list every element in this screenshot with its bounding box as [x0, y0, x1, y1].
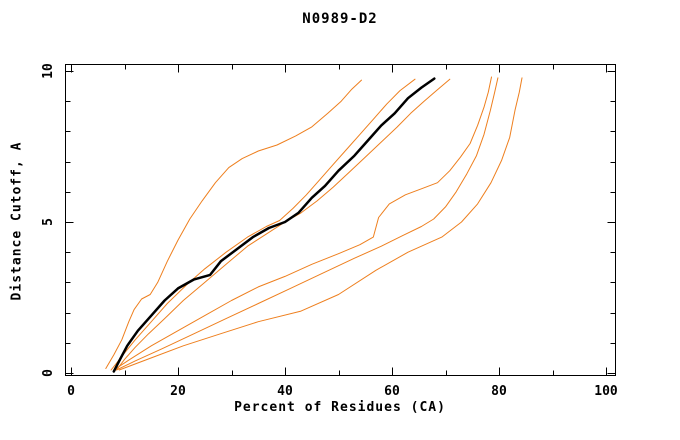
curve-orange-model-2	[110, 78, 416, 371]
x-tick-label: 20	[170, 384, 186, 399]
curve-orange-model-6	[118, 77, 523, 371]
curve-black-reference	[112, 77, 436, 373]
x-axis-label: Percent of Residues (CA)	[234, 400, 446, 415]
x-tick-label: 40	[277, 384, 293, 399]
curve-orange-model-1	[105, 79, 362, 369]
y-tick-label: 5	[41, 218, 56, 226]
y-tick-label: 0	[41, 369, 56, 377]
curve-orange-model-3	[116, 78, 451, 371]
x-tick-label: 0	[67, 384, 75, 399]
x-tick-label: 100	[594, 384, 618, 399]
axis-frame	[65, 64, 616, 376]
curve-orange-model-4	[113, 76, 492, 371]
y-axis-label: Distance Cutoff, A	[9, 141, 25, 301]
chart-title: N0989-D2	[302, 11, 378, 27]
curve-orange-model-5	[116, 77, 499, 371]
x-tick-label: 80	[491, 384, 507, 399]
x-tick-label: 60	[384, 384, 400, 399]
y-tick-label: 10	[41, 63, 56, 79]
